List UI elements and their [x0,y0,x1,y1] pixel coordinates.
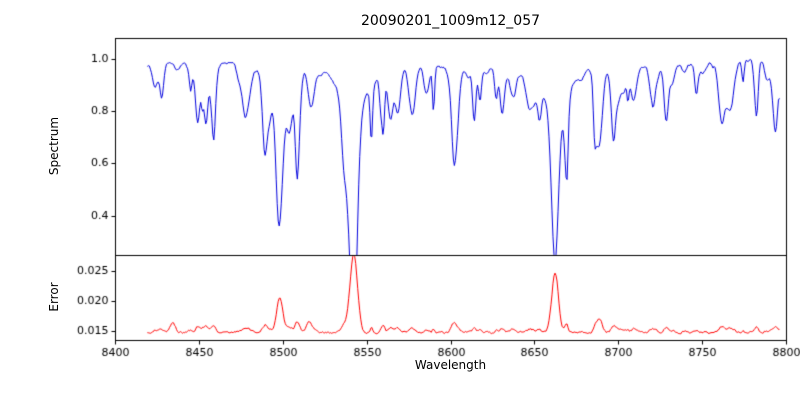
x-axis-label: Wavelength [414,358,487,372]
chart-title: 20090201_1009m12_057 [360,13,541,29]
error-y-axis-label: Error [47,282,61,312]
spectrum-y-axis-label: Spectrum [47,116,61,176]
